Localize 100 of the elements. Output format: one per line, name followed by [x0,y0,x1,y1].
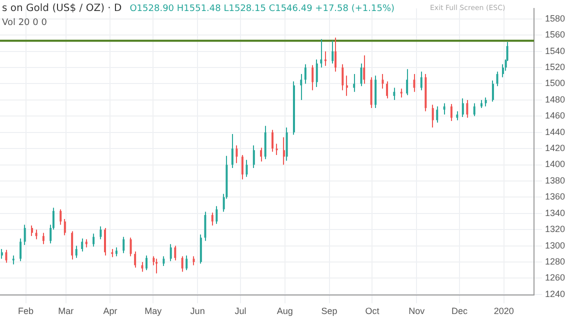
candlestick [211,212,214,226]
candlestick [236,144,238,164]
candlestick [316,58,318,88]
candlestick [332,40,334,64]
candlestick [300,74,302,100]
candlestick [170,244,172,262]
candlestick [334,37,336,72]
candlestick [174,245,176,261]
candlestick [246,159,248,178]
annotation: Vol 20 0 0 [2,18,47,28]
x-tick-label: Aug [276,306,293,316]
y-tick-label: 1320 [544,224,566,234]
y-tick-label: 1400 [544,159,566,170]
candlestick [320,38,322,68]
candlestick [134,250,136,268]
candlestick [363,54,366,84]
candlestick [204,211,206,242]
candlestick [181,256,184,272]
candlestick [466,99,468,118]
candlestick [122,236,125,254]
y-tick-label: 1560 [544,30,566,40]
candlestick [71,230,74,260]
annotation: O1528.90 H1551.48 L1528.15 C1546.49 +17.58 (+1.15%) [130,3,395,14]
candlestick [92,233,95,248]
candlestick [60,208,62,226]
x-tick-label: Apr [103,306,118,316]
x-tick-label: Oct [365,306,380,316]
candlestick [5,249,8,264]
candlestick [252,144,255,169]
y-tick-label: 1580 [544,13,566,24]
x-tick-label: Jun [190,306,205,316]
candlestick [353,74,356,92]
candlestick [393,87,396,100]
candlestick [81,238,84,252]
y-tick-label: 1500 [544,78,566,88]
y-tick-label: 1280 [544,256,566,266]
candlestick [432,104,434,128]
candlestick [75,245,78,258]
candlestick [20,238,22,262]
y-tick-label: 1260 [544,272,566,283]
candlestick [462,98,464,118]
candlestick [156,258,158,274]
candlestick [413,74,416,92]
y-tick-label: 1420 [544,143,566,154]
candlestick [42,232,44,245]
candlestick [162,256,165,267]
candlestick [386,80,388,99]
candlestick [406,68,408,96]
candlestick [450,104,452,122]
candlestick [272,129,274,152]
candlestick [360,62,362,87]
candlestick [304,64,306,84]
candlestick [496,71,498,87]
y-tick-label: 1300 [544,240,566,250]
x-tick-label: Jul [234,306,246,316]
y-tick-label: 1360 [544,192,566,202]
candlestick [342,64,344,91]
y-tick-label: 1520 [544,62,566,72]
candlestick [443,102,446,116]
candlestick [382,74,384,90]
candlestick [260,147,262,162]
x-tick-label: May [144,306,162,316]
candlestick [100,226,102,240]
y-tick-label: 1480 [544,94,566,104]
x-tick-label: Mar [58,306,74,316]
x-tick-label: Sep [321,306,338,316]
x-tick-label: Dec [452,306,468,316]
candlestick [130,237,132,257]
candlestick [502,64,504,78]
y-tick-label: 1440 [544,126,566,137]
candlestick [324,50,326,66]
candlestick [473,102,476,117]
y-tick-label: 1380 [544,175,566,186]
candlestick [30,225,33,237]
candlestick [346,75,348,96]
chart-title: s on Gold (US$ / OZ) · D [2,3,122,14]
candlestick [282,136,285,166]
candlestick [312,64,314,91]
candlestick [0,248,3,260]
x-tick-label: Nov [408,306,426,316]
candlestick [146,255,148,271]
y-tick-label: 1240 [544,288,566,299]
candlestick [492,80,494,102]
candlestick [231,133,234,169]
candlestick [186,255,188,271]
x-tick-label: Feb [18,306,34,316]
candlestick [420,71,422,91]
candlestick [24,224,26,246]
x-tick-label: 2020 [494,306,514,316]
candlestick [436,106,438,124]
y-tick-label: 1540 [544,46,566,56]
candlestick [141,261,144,272]
candlestick [276,143,278,156]
candlestick [241,154,244,180]
candlestick [104,227,106,256]
y-tick-label: 1340 [544,208,566,218]
y-tick-label: 1460 [544,110,566,121]
candlestick [216,206,218,224]
candlestick [64,218,66,236]
candlestick [35,229,38,240]
